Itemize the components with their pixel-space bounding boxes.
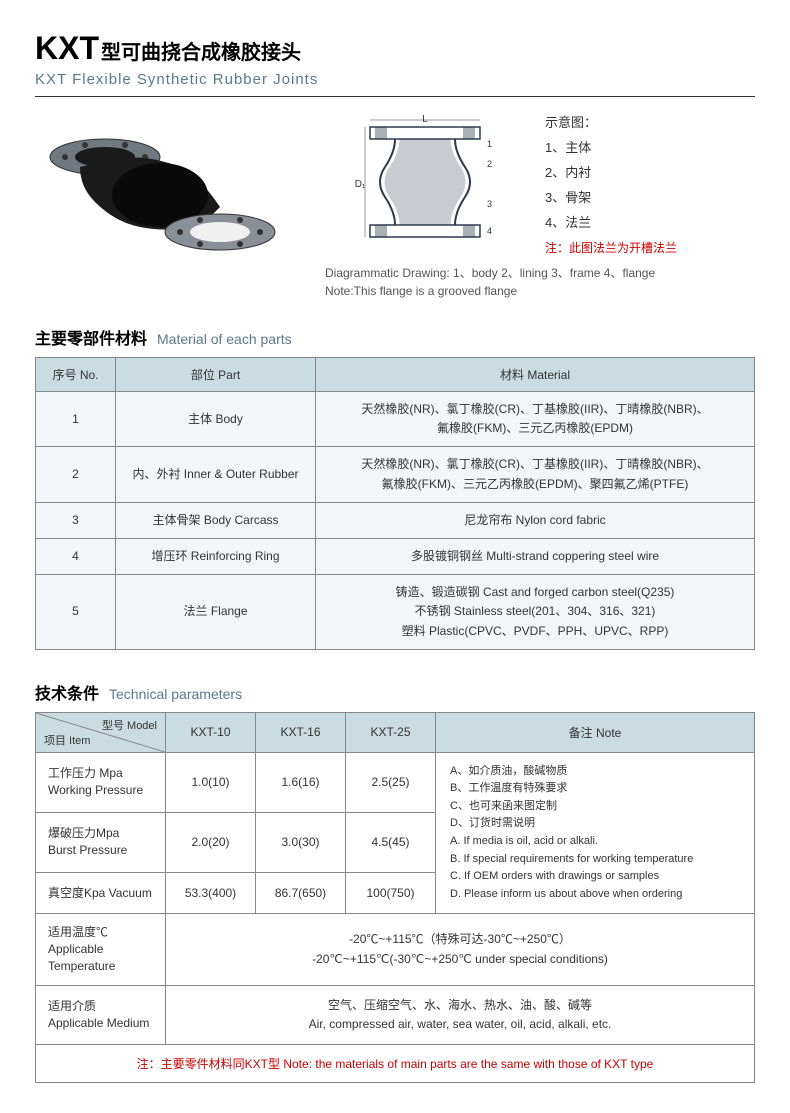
svg-text:3: 3 — [487, 199, 492, 209]
svg-text:L: L — [422, 114, 428, 125]
section-en: Technical parameters — [109, 686, 242, 702]
legend-item: 3、骨架 — [545, 187, 677, 206]
cell-no: 2 — [36, 447, 116, 502]
cell-val: 1.6(16) — [256, 752, 346, 812]
col-no: 序号 No. — [36, 358, 116, 392]
cell-val: 2.5(25) — [346, 752, 436, 812]
cell-val: 空气、压缩空气、水、海水、热水、油、酸、碱等Air, compressed ai… — [166, 985, 755, 1044]
caption-line2: Note:This flange is a grooved flange — [325, 282, 677, 300]
caption-line1: Diagrammatic Drawing: 1、body 2、lining 3、… — [325, 264, 677, 282]
materials-title: 主要零部件材料 Material of each parts — [35, 325, 755, 349]
table-row: 5法兰 Flange铸造、锻造碳钢 Cast and forged carbon… — [36, 575, 755, 650]
cell-val: 3.0(30) — [256, 812, 346, 872]
svg-text:1: 1 — [487, 139, 492, 149]
section-en: Material of each parts — [157, 331, 292, 347]
schematic-drawing: L D₁ 1 2 3 4 — [325, 112, 525, 252]
cell-no: 5 — [36, 575, 116, 650]
table-row: 3主体骨架 Body Carcass尼龙帘布 Nylon cord fabric — [36, 502, 755, 538]
cell-item: 适用介质Applicable Medium — [36, 985, 166, 1044]
cell-item: 爆破压力MpaBurst Pressure — [36, 812, 166, 872]
cell-material: 天然橡胶(NR)、氯丁橡胶(CR)、丁基橡胶(IIR)、丁晴橡胶(NBR)、氟橡… — [316, 392, 755, 447]
legend-note: 注：此图法兰为开槽法兰 — [545, 239, 677, 256]
product-photo — [35, 112, 295, 282]
header-block: KXT 型可曲挠合成橡胶接头 KXT Flexible Synthetic Ru… — [35, 30, 755, 97]
cell-val: -20℃~+115℃（特殊可达-30℃~+250℃）-20℃~+115℃(-30… — [166, 914, 755, 985]
title-en: KXT Flexible Synthetic Rubber Joints — [35, 71, 755, 88]
cell-part: 主体骨架 Body Carcass — [116, 502, 316, 538]
col-material: 材料 Material — [316, 358, 755, 392]
cell-part: 主体 Body — [116, 392, 316, 447]
cell-val: 53.3(400) — [166, 872, 256, 914]
note-col: 备注 Note — [436, 712, 755, 752]
footer-note: 注：主要零件材料同KXT型 Note: the materials of mai… — [36, 1045, 755, 1083]
table-row: 注：主要零件材料同KXT型 Note: the materials of mai… — [36, 1045, 755, 1083]
technical-table: 型号 Model 项目 Item KXT-10 KXT-16 KXT-25 备注… — [35, 712, 755, 1084]
cell-no: 3 — [36, 502, 116, 538]
cell-no: 4 — [36, 538, 116, 574]
model-col: KXT-10 — [166, 712, 256, 752]
title-main: KXT — [35, 30, 99, 67]
legend-item: 4、法兰 — [545, 212, 677, 231]
section-cn: 主要零部件材料 — [35, 325, 147, 349]
cell-item: 适用温度℃Applicable Temperature — [36, 914, 166, 985]
table-row: 4增压环 Reinforcing Ring多股镀铜钢丝 Multi-strand… — [36, 538, 755, 574]
svg-text:4: 4 — [487, 226, 492, 236]
cell-item: 真空度Kpa Vacuum — [36, 872, 166, 914]
model-col: KXT-25 — [346, 712, 436, 752]
table-row: 2内、外衬 Inner & Outer Rubber天然橡胶(NR)、氯丁橡胶(… — [36, 447, 755, 502]
col-part: 部位 Part — [116, 358, 316, 392]
legend-title: 示意图： — [545, 112, 677, 131]
cell-part: 内、外衬 Inner & Outer Rubber — [116, 447, 316, 502]
cell-no: 1 — [36, 392, 116, 447]
cell-part: 增压环 Reinforcing Ring — [116, 538, 316, 574]
legend-item: 2、内衬 — [545, 162, 677, 181]
table-row: 1主体 Body天然橡胶(NR)、氯丁橡胶(CR)、丁基橡胶(IIR)、丁晴橡胶… — [36, 392, 755, 447]
materials-table: 序号 No. 部位 Part 材料 Material 1主体 Body天然橡胶(… — [35, 357, 755, 650]
cell-material: 尼龙帘布 Nylon cord fabric — [316, 502, 755, 538]
cell-notes: A、如介质油，酸碱物质B、工作温度有特殊要求C、也可来函来图定制D、订货时需说明… — [436, 752, 755, 914]
legend-item: 1、主体 — [545, 137, 677, 156]
tech-title: 技术条件 Technical parameters — [35, 680, 755, 704]
cell-val: 2.0(20) — [166, 812, 256, 872]
table-row: 工作压力 MpaWorking Pressure1.0(10)1.6(16)2.… — [36, 752, 755, 812]
cell-item: 工作压力 MpaWorking Pressure — [36, 752, 166, 812]
svg-text:2: 2 — [487, 159, 492, 169]
cell-part: 法兰 Flange — [116, 575, 316, 650]
diagram-caption: Diagrammatic Drawing: 1、body 2、lining 3、… — [325, 264, 677, 300]
section-cn: 技术条件 — [35, 680, 99, 704]
cell-material: 天然橡胶(NR)、氯丁橡胶(CR)、丁基橡胶(IIR)、丁晴橡胶(NBR)、氟橡… — [316, 447, 755, 502]
cell-material: 铸造、锻造碳钢 Cast and forged carbon steel(Q23… — [316, 575, 755, 650]
cell-val: 1.0(10) — [166, 752, 256, 812]
divider-line — [35, 96, 755, 97]
diagram-section: L D₁ 1 2 3 4 示意图： 1、主体 2、内衬 3、骨架 4、法兰 注：… — [35, 112, 755, 300]
title-sub-cn: 型可曲挠合成橡胶接头 — [101, 36, 301, 65]
cell-material: 多股镀铜钢丝 Multi-strand coppering steel wire — [316, 538, 755, 574]
model-col: KXT-16 — [256, 712, 346, 752]
cell-val: 4.5(45) — [346, 812, 436, 872]
legend-box: 示意图： 1、主体 2、内衬 3、骨架 4、法兰 注：此图法兰为开槽法兰 — [545, 112, 677, 256]
svg-text:D₁: D₁ — [355, 179, 366, 190]
table-row: 适用介质Applicable Medium空气、压缩空气、水、海水、热水、油、酸… — [36, 985, 755, 1044]
cell-val: 86.7(650) — [256, 872, 346, 914]
cell-val: 100(750) — [346, 872, 436, 914]
table-row: 适用温度℃Applicable Temperature-20℃~+115℃（特殊… — [36, 914, 755, 985]
